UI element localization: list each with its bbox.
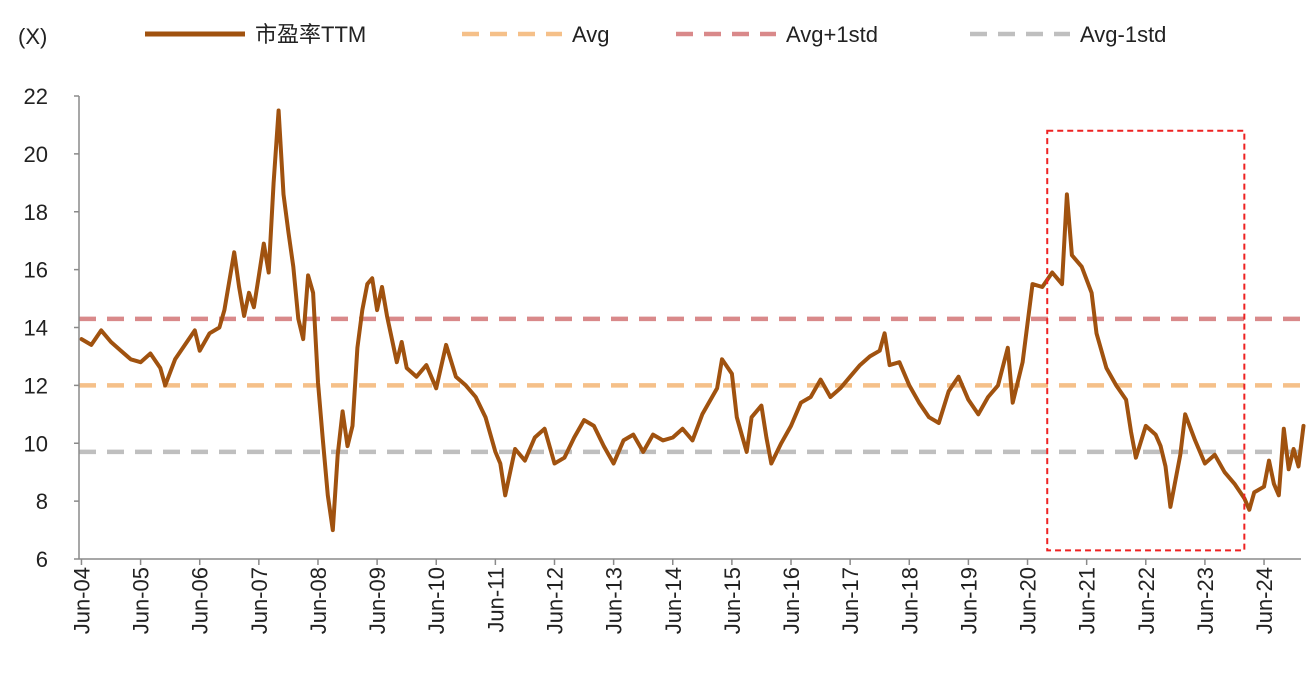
annotations [1046, 129, 1246, 552]
x-tick-label: Jun-19 [956, 567, 981, 634]
x-tick-label: Jun-17 [838, 567, 863, 634]
y-tick-label: 10 [24, 431, 48, 456]
legend-item: 市盈率TTM [145, 22, 366, 47]
y-tick-label: 6 [36, 547, 48, 572]
y-tick-label: 22 [24, 84, 48, 109]
legend-label: Avg+1std [786, 22, 878, 47]
x-tick-label: Jun-16 [779, 567, 804, 634]
x-tick-label: Jun-07 [247, 567, 272, 634]
y-unit-label: (X) [18, 24, 47, 49]
y-tick-label: 16 [24, 258, 48, 283]
x-tick-label: Jun-23 [1193, 567, 1218, 634]
legend-label: Avg [572, 22, 610, 47]
y-unit-label-group: (X) [18, 24, 47, 49]
reference-lines [79, 316, 1301, 455]
y-tick-label: 12 [24, 373, 48, 398]
legend-item: Avg+1std [676, 22, 878, 47]
x-tick-label: Jun-20 [1016, 567, 1041, 634]
x-tick-label: Jun-22 [1134, 567, 1159, 634]
legend: 市盈率TTM Avg Avg+1std Avg-1std [145, 22, 1166, 47]
x-tick-label: Jun-11 [483, 567, 508, 633]
series-line-pe-ttm [79, 108, 1306, 533]
legend-label: 市盈率TTM [255, 22, 366, 47]
x-tick-label: Jun-21 [1075, 567, 1100, 634]
x-tick-label: Jun-14 [661, 567, 686, 634]
x-tick-label: Jun-18 [897, 567, 922, 634]
legend-item: Avg [462, 22, 610, 47]
series-group [79, 108, 1306, 533]
x-tick-label: Jun-24 [1252, 567, 1277, 634]
x-tick-label: Jun-04 [69, 567, 94, 634]
x-tick-label: Jun-10 [424, 567, 449, 634]
x-tick-label: Jun-12 [542, 567, 567, 634]
axes: 6 8 10 12 14 16 18 20 22 Jun-04 Jun-05 Jun-06 Jun-07… [24, 84, 1301, 634]
y-tick-label: 14 [24, 316, 48, 341]
x-tick-label: Jun-08 [306, 567, 331, 634]
x-tick-label: Jun-13 [602, 567, 627, 634]
y-tick-label: 8 [36, 489, 48, 514]
x-tick-label: Jun-15 [720, 567, 745, 634]
y-tick-label: 20 [24, 142, 48, 167]
highlight-box [1046, 129, 1246, 552]
x-tick-label: Jun-06 [188, 567, 213, 634]
x-tick-label: Jun-09 [365, 567, 390, 634]
legend-label: Avg-1std [1080, 22, 1166, 47]
x-tick-label: Jun-05 [129, 567, 154, 634]
legend-item: Avg-1std [970, 22, 1166, 47]
y-tick-label: 18 [24, 200, 48, 225]
